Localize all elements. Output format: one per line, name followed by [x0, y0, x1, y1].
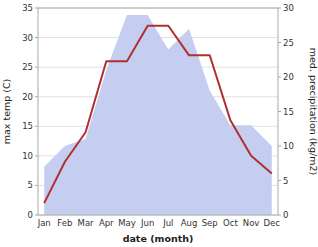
y2-tick [278, 146, 281, 147]
area [44, 15, 272, 215]
plot-area [44, 15, 272, 215]
y2-tick-label: 5 [283, 176, 288, 186]
y-tick-label: 30 [22, 33, 33, 43]
y2-tick [278, 77, 281, 78]
y-tick-label: 25 [22, 62, 33, 72]
y-tick [35, 155, 38, 156]
x-axis: Jan Feb Mar Apr May Jun Jul Aug Sep Oct Nov Dec [37, 218, 281, 228]
x-tick-label: Jan [37, 218, 51, 228]
y-tick [35, 96, 38, 97]
y2-axis-title: med. precipitation (kg/m2) [308, 48, 318, 175]
y-tick [35, 8, 38, 9]
y2-tick-label: 10 [283, 141, 294, 151]
grid [38, 8, 278, 215]
x-axis-title: date (month) [123, 233, 194, 244]
x-tick-label: Nov [243, 218, 260, 228]
x-tick-label: Aug [181, 218, 198, 228]
y2-tick [278, 215, 281, 216]
y-axis-title: max temp (C) [1, 79, 12, 145]
y2-tick-label: 20 [283, 72, 294, 82]
x-tick-label: Dec [264, 218, 281, 228]
x-tick-label: Sep [202, 218, 218, 228]
chart: 0 5 10 15 20 25 30 35 0 5 10 15 20 25 30 Jan Feb Mar Apr Ma… [0, 0, 318, 247]
y-tick-label: 15 [22, 121, 33, 131]
y-tick-label: 20 [22, 92, 33, 102]
x-tick-label: Feb [57, 218, 72, 228]
y2-axis: 0 5 10 15 20 25 30 [278, 3, 294, 220]
y-tick [35, 215, 38, 216]
x-tick-label: May [118, 218, 136, 228]
y-tick-label: 10 [22, 151, 33, 161]
plot-frame [38, 8, 278, 215]
y-tick [35, 67, 38, 68]
y2-tick [278, 111, 281, 112]
x-tick-label: Jun [140, 218, 154, 228]
y-axis: 0 5 10 15 20 25 30 35 [22, 3, 38, 220]
x-tick-label: Mar [78, 218, 95, 228]
y-tick-label: 35 [22, 3, 33, 13]
y-tick-label: 0 [28, 210, 33, 220]
y2-tick-label: 30 [283, 3, 294, 13]
y2-tick-label: 25 [283, 38, 294, 48]
x-tick-label: Apr [99, 218, 114, 228]
y-tick [35, 37, 38, 38]
x-tick-label: Oct [223, 218, 238, 228]
y2-tick [278, 42, 281, 43]
x-tick-label: Jul [162, 218, 173, 228]
y-tick-label: 5 [28, 180, 33, 190]
line [44, 26, 272, 203]
chart-container: 0 5 10 15 20 25 30 35 0 5 10 15 20 25 30 Jan Feb Mar Apr Ma… [0, 0, 318, 247]
y2-tick-label: 0 [283, 210, 288, 220]
y2-tick [278, 8, 281, 9]
y-tick [35, 185, 38, 186]
y2-tick-label: 15 [283, 107, 294, 117]
y-tick [35, 126, 38, 127]
y2-tick [278, 180, 281, 181]
